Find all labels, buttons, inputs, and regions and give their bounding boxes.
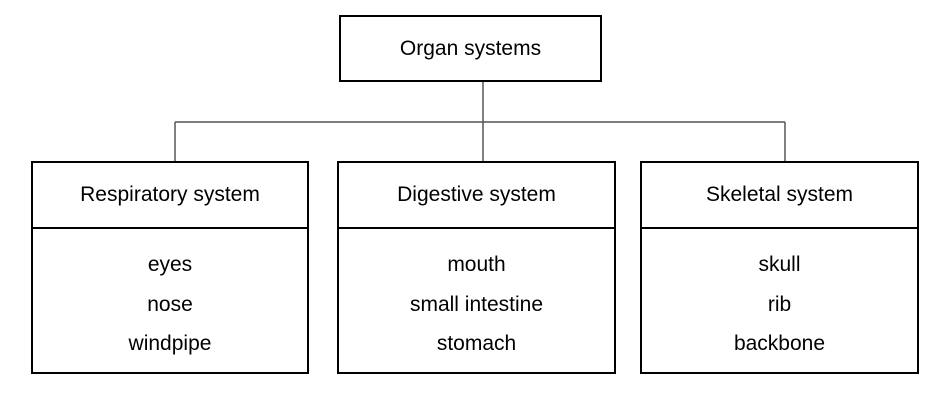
organ-item: nose bbox=[147, 292, 193, 316]
skeletal-organ-list: skull rib backbone bbox=[642, 229, 917, 364]
organ-item: small intestine bbox=[409, 292, 544, 316]
organ-item: eyes bbox=[147, 253, 193, 276]
organ-item: windpipe bbox=[128, 332, 212, 355]
skeletal-system-header: Skeletal system bbox=[642, 163, 917, 229]
organ-item: mouth bbox=[447, 253, 506, 276]
respiratory-system-title: Respiratory system bbox=[80, 183, 260, 206]
organ-item: skull bbox=[758, 253, 801, 276]
root-node: Organ systems bbox=[339, 15, 602, 82]
root-label: Organ systems bbox=[399, 36, 542, 60]
organ-item: backbone bbox=[733, 332, 826, 355]
respiratory-system-header: Respiratory system bbox=[33, 163, 307, 229]
organ-item: rib bbox=[767, 292, 792, 316]
skeletal-system-box: Skeletal system skull rib backbone bbox=[640, 161, 919, 374]
digestive-system-box: Digestive system mouth small intestine s… bbox=[337, 161, 616, 374]
organ-item: stomach bbox=[436, 332, 517, 355]
skeletal-system-title: Skeletal system bbox=[705, 183, 854, 206]
digestive-system-header: Digestive system bbox=[339, 163, 614, 229]
digestive-organ-list: mouth small intestine stomach bbox=[339, 229, 614, 364]
digestive-system-title: Digestive system bbox=[397, 183, 556, 206]
respiratory-system-box: Respiratory system eyes nose windpipe bbox=[31, 161, 309, 374]
respiratory-organ-list: eyes nose windpipe bbox=[33, 229, 307, 364]
